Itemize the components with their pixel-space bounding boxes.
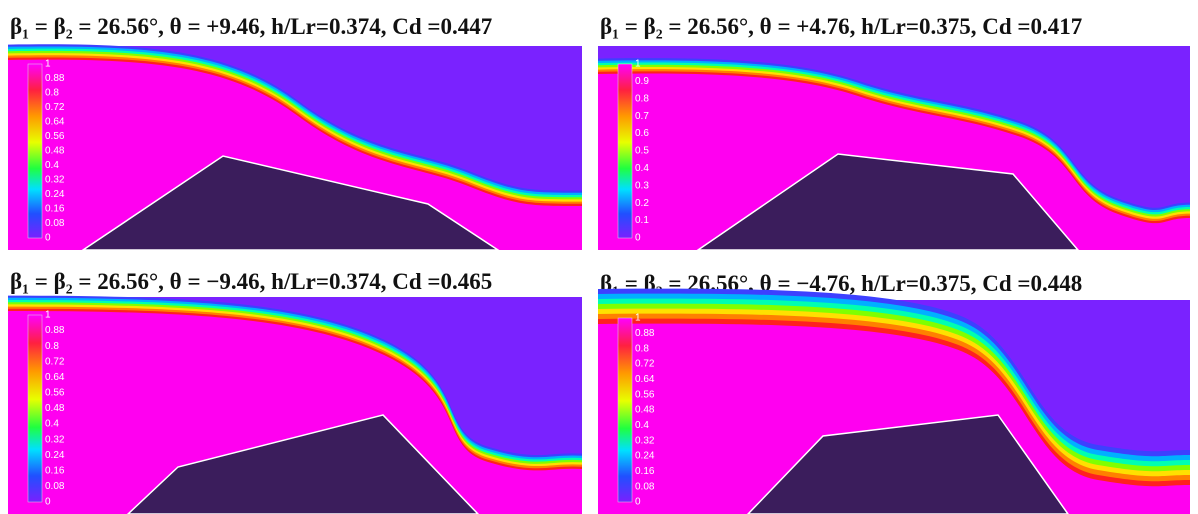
colorbar-label: 1 <box>45 310 51 321</box>
colorbar-label: 0.64 <box>45 117 65 128</box>
colorbar-label: 0.16 <box>635 466 655 477</box>
colorbar-label: 0.4 <box>45 419 59 430</box>
colorbar-label: 0.72 <box>45 102 65 113</box>
colorbar-label: 0.48 <box>45 403 65 414</box>
panel-title: β₁ = β₂ = 26.56°, θ = +9.46, h/Lr=0.374,… <box>10 14 492 39</box>
colorbar-label: 0.72 <box>45 356 65 367</box>
colorbar-label: 0.24 <box>635 451 655 462</box>
colorbar-label: 0.08 <box>635 481 655 492</box>
colorbar <box>27 314 43 503</box>
colorbar <box>617 63 633 239</box>
colorbar-label: 0.7 <box>635 111 649 122</box>
colorbar <box>617 317 633 503</box>
colorbar-label: 0.24 <box>45 189 65 200</box>
colorbar-label: 0.1 <box>635 215 649 226</box>
simulation: 1 0.9 0.8 0.7 0.6 0.5 0.4 0.3 0.2 0.1 0 <box>598 46 1190 251</box>
colorbar-label: 0.4 <box>45 160 59 171</box>
panel-title: β₁ = β₂ = 26.56°, θ = −9.46, h/Lr=0.374,… <box>10 269 492 294</box>
panel: β₁ = β₂ = 26.56°, θ = −9.46, h/Lr=0.374,… <box>8 269 582 514</box>
colorbar-label: 0.64 <box>45 372 65 383</box>
colorbar-label: 0.4 <box>635 420 649 431</box>
colorbar-label: 0.9 <box>635 76 649 87</box>
colorbar-label: 0.8 <box>635 93 649 104</box>
colorbar-label: 0 <box>45 497 51 508</box>
water <box>598 323 1190 514</box>
simulation: 1 0.88 0.8 0.72 0.64 0.56 0.48 0.4 0.32 0.24 0.16 0… <box>598 288 1190 514</box>
colorbar-label: 0.16 <box>45 204 65 215</box>
water <box>8 311 582 514</box>
colorbar-label: 1 <box>635 59 641 70</box>
colorbar-label: 0.24 <box>45 450 65 461</box>
colorbar-label: 0 <box>45 233 51 244</box>
colorbar-label: 0.3 <box>635 180 649 191</box>
simulation: 1 0.88 0.8 0.72 0.64 0.56 0.48 0.4 0.32 0.24 0.16 0… <box>8 44 582 251</box>
colorbar-label: 0.32 <box>45 175 65 186</box>
colorbar-label: 0.8 <box>635 343 649 354</box>
colorbar-label: 0.72 <box>635 359 655 370</box>
weir <box>80 155 501 251</box>
colorbar-label: 0.88 <box>45 325 65 336</box>
colorbar-label: 0.2 <box>635 198 649 209</box>
colorbar-label: 0.32 <box>45 434 65 445</box>
panel: β₁ = β₂ = 26.56°, θ = +9.46, h/Lr=0.374,… <box>8 14 582 251</box>
colorbar-label: 0.88 <box>635 328 655 339</box>
colorbar-label: 0.48 <box>635 405 655 416</box>
colorbar-label: 0.16 <box>45 465 65 476</box>
colorbar-label: 0 <box>635 233 641 244</box>
colorbar-label: 0.32 <box>635 435 655 446</box>
colorbar-label: 0.5 <box>635 146 649 157</box>
colorbar-label: 0 <box>635 497 641 508</box>
colorbar-label: 0.56 <box>635 389 655 400</box>
panel: β₁ = β₂ = 26.56°, θ = −4.76, h/Lr=0.375,… <box>598 271 1190 514</box>
colorbar-label: 1 <box>635 313 641 324</box>
colorbar-label: 0.08 <box>45 481 65 492</box>
colorbar-label: 0.6 <box>635 128 649 139</box>
simulation: 1 0.88 0.8 0.72 0.64 0.56 0.48 0.4 0.32 0.24 0.16 0… <box>8 295 582 514</box>
colorbar-label: 0.08 <box>45 218 65 229</box>
colorbar-label: 0.56 <box>45 388 65 399</box>
weir <box>695 153 1080 251</box>
colorbar-label: 0.64 <box>635 374 655 385</box>
weir <box>746 414 1069 514</box>
colorbar-label: 0.8 <box>45 341 59 352</box>
colorbar-label: 1 <box>45 59 51 70</box>
colorbar-label: 0.56 <box>45 131 65 142</box>
colorbar-label: 0.48 <box>45 146 65 157</box>
colorbar-label: 0.4 <box>635 163 649 174</box>
colorbar-label: 0.8 <box>45 88 59 99</box>
colorbar <box>27 63 43 239</box>
colorbar-label: 0.88 <box>45 73 65 84</box>
panel: β₁ = β₂ = 26.56°, θ = +4.76, h/Lr=0.375,… <box>598 14 1190 251</box>
water <box>8 59 582 250</box>
weir <box>126 414 480 514</box>
panel-title: β₁ = β₂ = 26.56°, θ = +4.76, h/Lr=0.375,… <box>600 14 1082 39</box>
